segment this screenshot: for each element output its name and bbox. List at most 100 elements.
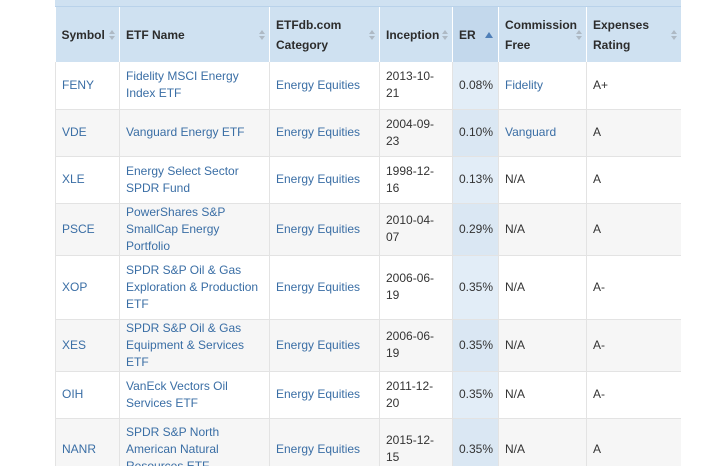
cell-inception: 2006-06- 19: [379, 319, 453, 372]
cell-etf-name: Fidelity MSCI Energy Index ETF: [119, 62, 270, 110]
symbol-link[interactable]: PSCE: [62, 221, 95, 236]
etf-name-link[interactable]: Resources ETF: [126, 458, 210, 466]
header-symbol[interactable]: Symbol: [55, 7, 120, 62]
inception-date: 2006-06-: [386, 271, 435, 285]
category-link[interactable]: Energy Equities: [276, 221, 361, 236]
header-commission-label-line1: Commission: [505, 17, 578, 32]
header-expenses-rating[interactable]: Expenses Rating: [586, 7, 681, 62]
cell-expenses-rating: A-: [586, 371, 681, 419]
header-inception[interactable]: Inception: [379, 7, 453, 62]
cell-symbol: OIH: [55, 371, 120, 419]
category-link[interactable]: Energy Equities: [276, 279, 361, 294]
cell-er: 0.29%: [452, 203, 499, 256]
category-link[interactable]: Energy Equities: [276, 172, 361, 186]
cell-er: 0.13%: [452, 156, 499, 204]
category-link[interactable]: Energy Equities: [276, 387, 361, 401]
table-row: FENY Fidelity MSCI Energy Index ETF Energy …: [55, 62, 681, 110]
table-row: PSCE PowerShares S&P SmallCap Energy Portf…: [55, 203, 681, 256]
header-expenses-label-line2: Rating: [593, 37, 631, 52]
table-row: XLE Energy Select Sector SPDR Fund Energy E…: [55, 156, 681, 204]
header-category-label-line2: Category: [276, 37, 329, 52]
expenses-rating: A-: [593, 337, 605, 352]
etf-name-link[interactable]: Energy Select Sector: [126, 163, 239, 178]
header-category[interactable]: ETFdb.com Category: [269, 7, 380, 62]
cell-er: 0.35%: [452, 418, 499, 466]
etf-name-link[interactable]: SPDR S&P Oil & Gas: [126, 320, 242, 335]
cell-expenses-rating: A: [586, 156, 681, 204]
cell-inception: 2006-06- 19: [379, 255, 453, 320]
symbol-link[interactable]: XLE: [62, 172, 85, 186]
cell-symbol: FENY: [55, 62, 120, 110]
etf-name-link[interactable]: SmallCap Energy Portfolio: [126, 221, 220, 253]
cell-expenses-rating: A: [586, 203, 681, 256]
header-category-label-line1: ETFdb.com: [276, 17, 342, 32]
cell-inception: 2015-12-15: [379, 418, 453, 466]
inception-date: 2013-10-21: [386, 69, 435, 101]
etf-name-link[interactable]: Index ETF: [126, 86, 182, 101]
symbol-link[interactable]: FENY: [62, 77, 95, 92]
etf-name-link[interactable]: Services ETF: [126, 395, 199, 410]
symbol-link[interactable]: NANR: [62, 441, 97, 456]
category-link[interactable]: Energy Equities: [276, 77, 361, 92]
category-link[interactable]: Energy Equities: [276, 125, 361, 139]
cell-etf-name: SPDR S&P Oil & Gas Exploration & Producti…: [119, 255, 270, 320]
symbol-link[interactable]: XOP: [62, 279, 88, 294]
expense-ratio: 0.29%: [459, 221, 494, 236]
cell-symbol: XES: [55, 319, 120, 372]
expenses-rating: A: [593, 221, 602, 236]
cell-category: Energy Equities: [269, 319, 380, 372]
etf-name-link[interactable]: PowerShares S&P: [126, 204, 226, 219]
header-commission-free[interactable]: Commission Free: [498, 7, 587, 62]
etf-name-link[interactable]: Vanguard Energy ETF: [126, 125, 245, 139]
commission-value: N/A: [505, 387, 526, 401]
cell-etf-name: Energy Select Sector SPDR Fund: [119, 156, 270, 204]
commission-link[interactable]: Fidelity: [505, 77, 544, 92]
symbol-link[interactable]: OIH: [62, 387, 84, 401]
table-row: XES SPDR S&P Oil & Gas Equipment & Service…: [55, 319, 681, 372]
inception-date: 2010-04-: [386, 213, 435, 227]
etf-name-link[interactable]: VanEck Vectors Oil: [126, 378, 228, 393]
table-top-strip: [55, 0, 681, 7]
cell-symbol: PSCE: [55, 203, 120, 256]
cell-commission-free: N/A: [498, 319, 587, 372]
header-symbol-label: Symbol: [61, 27, 105, 42]
cell-category: Energy Equities: [269, 418, 380, 466]
header-er[interactable]: ER: [452, 7, 499, 62]
cell-symbol: XLE: [55, 156, 120, 204]
expense-ratio: 0.35%: [459, 387, 494, 401]
category-link[interactable]: Energy Equities: [276, 441, 361, 456]
commission-value: N/A: [505, 337, 526, 352]
cell-etf-name: SPDR S&P Oil & Gas Equipment & Services E…: [119, 319, 270, 372]
etf-name-link[interactable]: SPDR Fund: [126, 180, 191, 195]
etf-name-link[interactable]: SPDR S&P North: [126, 424, 220, 439]
sort-arrows-icon: [671, 29, 677, 40]
category-link[interactable]: Energy Equities: [276, 337, 361, 352]
cell-expenses-rating: A-: [586, 319, 681, 372]
sort-arrows-icon: [576, 29, 582, 40]
cell-etf-name: SPDR S&P North American Natural Resources …: [119, 418, 270, 466]
symbol-link[interactable]: VDE: [62, 125, 87, 139]
inception-date: 2015-12-15: [386, 433, 435, 464]
etf-name-link[interactable]: ETF: [126, 296, 149, 311]
cell-inception: 1998-12-16: [379, 156, 453, 204]
table-row: XOP SPDR S&P Oil & Gas Exploration & Produ…: [55, 255, 681, 320]
symbol-link[interactable]: XES: [62, 337, 87, 352]
etf-name-link[interactable]: Exploration & Production: [126, 279, 259, 294]
cell-symbol: VDE: [55, 109, 120, 157]
inception-date: 07: [386, 230, 400, 244]
header-inception-label: Inception: [386, 27, 440, 42]
expenses-rating: A-: [593, 387, 605, 401]
etf-name-link[interactable]: SPDR S&P Oil & Gas: [126, 262, 242, 277]
commission-link[interactable]: Vanguard: [505, 125, 557, 139]
etf-name-link[interactable]: Equipment & Services ETF: [126, 337, 245, 369]
cell-category: Energy Equities: [269, 62, 380, 110]
commission-value: N/A: [505, 279, 526, 294]
table-row: OIH VanEck Vectors Oil Services ETF Energy …: [55, 371, 681, 419]
header-etf-name[interactable]: ETF Name: [119, 7, 270, 62]
cell-etf-name: PowerShares S&P SmallCap Energy Portfolio: [119, 203, 270, 256]
cell-commission-free: N/A: [498, 203, 587, 256]
cell-commission-free: N/A: [498, 255, 587, 320]
etf-name-link[interactable]: Fidelity MSCI Energy: [126, 69, 239, 84]
etf-name-link[interactable]: American Natural: [126, 441, 219, 456]
cell-commission-free: Fidelity: [498, 62, 587, 110]
